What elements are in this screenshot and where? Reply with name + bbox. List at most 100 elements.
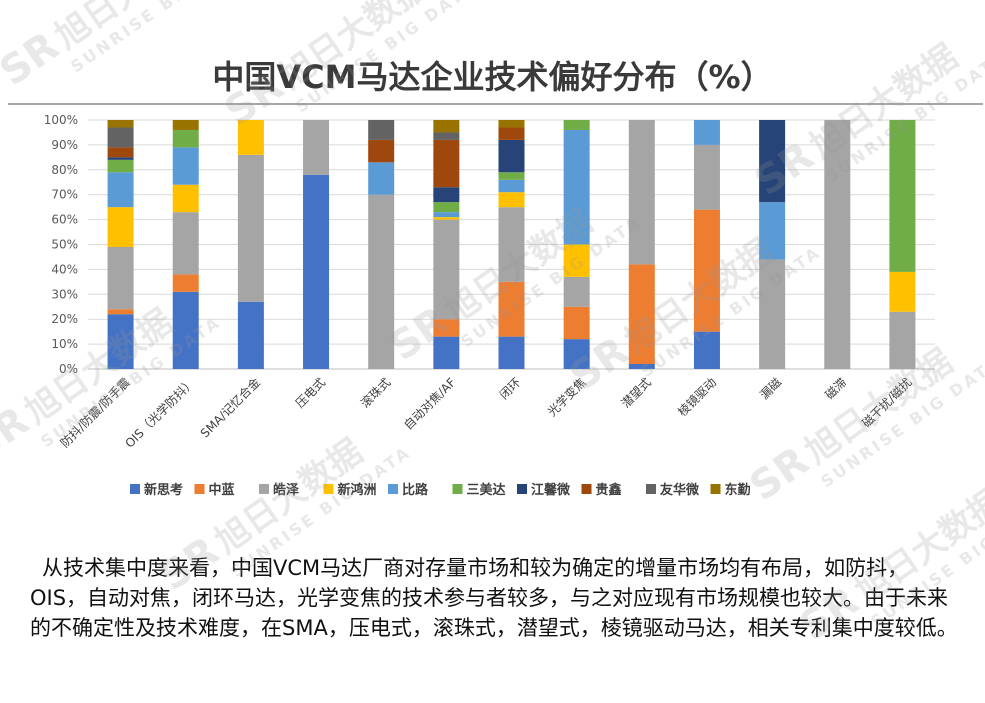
x-tick-label: 压电式 <box>293 375 328 410</box>
bar-segment <box>433 219 460 320</box>
legend-swatch <box>130 484 140 494</box>
legend-label: 比路 <box>402 482 429 498</box>
bar-segment <box>759 202 786 260</box>
legend-swatch <box>452 484 463 494</box>
y-tick-labels: 0% 10% 20% 30% 40% 50% 60% 70% 80% 90% 100% <box>44 113 78 376</box>
bar-segment <box>693 209 720 332</box>
bar-segment <box>237 154 264 302</box>
bar-segment <box>107 147 134 158</box>
legend-swatch <box>646 484 656 494</box>
bar-segment <box>107 157 134 160</box>
legend-swatch <box>388 484 398 494</box>
legend-label: 友华微 <box>660 482 700 498</box>
x-tick-label: SMA/记忆合金 <box>197 375 263 441</box>
title-divider <box>8 103 983 105</box>
bar-segment <box>172 184 199 213</box>
bar-segment <box>498 127 525 140</box>
bar-segment <box>172 274 199 292</box>
x-tick-label: 闭环 <box>497 375 524 402</box>
legend: 新思考 中蓝 皓泽 新鸿洲 比路 三美达 江馨微 贵鑫 友华微 东勤 <box>130 482 751 498</box>
legend-swatch <box>323 484 334 494</box>
y-tick-label: 70% <box>51 188 78 202</box>
legend-label: 中蓝 <box>209 482 235 498</box>
bar-segment <box>628 264 655 365</box>
x-tick-label: 潜望式 <box>619 375 654 410</box>
y-tick-label: 0% <box>59 362 78 376</box>
bars <box>107 120 916 369</box>
bar-segment <box>172 147 199 185</box>
y-tick-label: 60% <box>51 213 78 227</box>
bar-segment <box>498 192 525 208</box>
y-tick-label: 10% <box>51 337 78 351</box>
bar-segment <box>498 207 525 282</box>
y-tick-label: 30% <box>51 287 78 301</box>
bar-segment <box>172 212 199 275</box>
legend-label: 贵鑫 <box>596 482 622 498</box>
legend-label: 江馨微 <box>531 482 571 498</box>
legend-label: 新鸿洲 <box>338 482 377 498</box>
bar-segment <box>368 194 395 369</box>
legend-swatch <box>517 484 527 494</box>
bar-segment <box>498 139 525 173</box>
bar-segment <box>563 244 590 277</box>
x-tick-label: 磁干扰/磁扰 <box>859 375 915 431</box>
bar-segment <box>693 144 720 210</box>
x-tick-label: OIS（光学防抖） <box>122 375 198 451</box>
bar-segment <box>563 129 590 245</box>
bar-segment <box>759 120 786 203</box>
bar-segment <box>107 127 134 148</box>
bar-segment <box>303 174 330 369</box>
bar-segment <box>498 120 525 128</box>
bar-segment <box>433 212 460 218</box>
bar-segment <box>693 331 720 369</box>
bar-segment <box>172 120 199 130</box>
bar-segment <box>563 339 590 369</box>
chart-title: 中国VCM马达企业技术偏好分布（%） <box>212 58 773 96</box>
bar-segment <box>433 187 460 203</box>
bar-segment <box>433 120 460 133</box>
legend-swatch <box>259 484 269 494</box>
legend-label: 皓泽 <box>273 482 300 498</box>
bar-segment <box>107 314 134 369</box>
bar-segment <box>824 120 851 369</box>
bar-segment <box>563 276 590 307</box>
bar-segment <box>628 364 655 369</box>
legend-swatch <box>581 484 592 494</box>
y-tick-label: 80% <box>51 163 78 177</box>
bar-segment <box>498 172 525 180</box>
bar-segment <box>889 271 916 312</box>
bar-segment <box>107 159 134 173</box>
bar-segment <box>433 336 460 369</box>
bar-segment <box>433 217 460 220</box>
y-tick-label: 100% <box>44 113 78 127</box>
bar-segment <box>498 179 525 193</box>
bar-segment <box>759 259 786 369</box>
bar-segment <box>628 120 655 265</box>
bar-segment <box>889 311 916 369</box>
bar-segment <box>368 120 395 140</box>
bar-segment <box>433 132 460 140</box>
legend-swatch <box>710 484 721 494</box>
bar-segment <box>889 120 916 272</box>
y-tick-label: 90% <box>51 138 78 152</box>
bar-segment <box>107 207 134 247</box>
bar-segment <box>433 319 460 337</box>
x-tick-label: 自动对焦/AF <box>401 375 458 432</box>
bar-segment <box>107 246 134 310</box>
bar-segment <box>172 291 199 369</box>
x-tick-label: 滚珠式 <box>357 375 393 411</box>
x-tick-label: 光学变焦 <box>544 375 589 420</box>
bar-segment <box>563 120 590 130</box>
y-tick-label: 50% <box>51 238 78 252</box>
bar-segment <box>693 120 720 145</box>
bar-segment <box>563 306 590 340</box>
bar-segment <box>107 120 134 128</box>
bar-segment <box>368 162 395 195</box>
x-tick-label: 漏磁 <box>757 375 785 403</box>
x-tick-label: 棱镜驱动 <box>675 375 720 420</box>
bar-segment <box>498 336 525 369</box>
bar-segment <box>107 309 134 315</box>
legend-label: 新思考 <box>144 482 183 498</box>
x-tick-label: 防抖/防震/防手震 <box>57 375 133 451</box>
